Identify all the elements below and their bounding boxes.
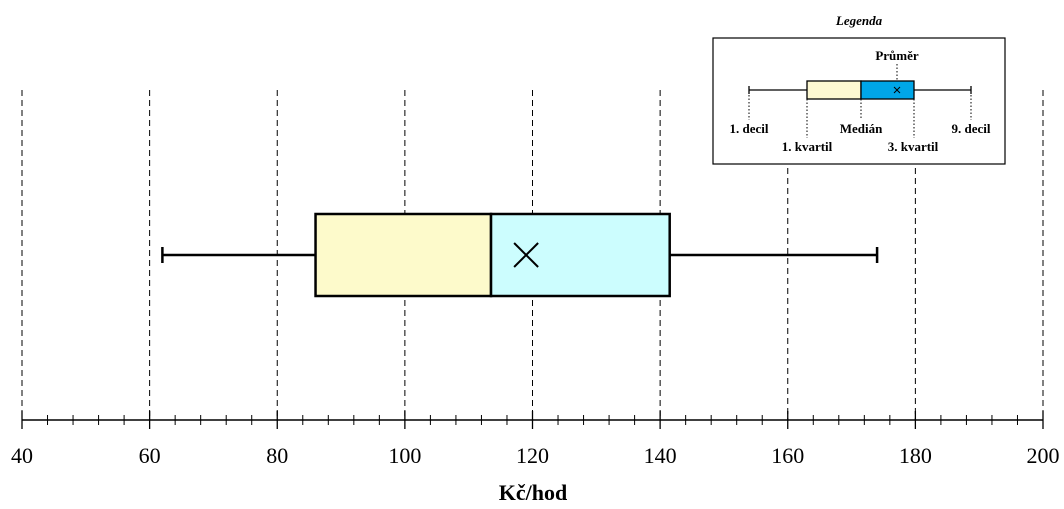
x-tick-labels: 40 60 80 100 120 140 160 180 200 xyxy=(11,443,1060,468)
x-tick-label: 180 xyxy=(899,443,932,468)
x-tick-label: 160 xyxy=(771,443,804,468)
legend-upper-box xyxy=(860,80,915,100)
legend: Legenda Průměr 1. decil Medián 9. decil … xyxy=(712,13,1006,165)
legend-label-decile-1: 1. decil xyxy=(730,121,769,136)
legend-label-quartile-3: 3. kvartil xyxy=(888,139,939,154)
legend-label-decile-9: 9. decil xyxy=(952,121,991,136)
legend-frame xyxy=(712,37,1006,165)
legend-mean-marker xyxy=(893,86,901,94)
legend-box-glyph xyxy=(748,64,972,138)
mean-marker xyxy=(513,242,539,268)
x-tick-label: 100 xyxy=(388,443,421,468)
legend-lower-box xyxy=(806,80,862,100)
legend-title: Legenda xyxy=(835,13,883,28)
legend-label-median: Medián xyxy=(840,121,883,136)
x-tick-label: 140 xyxy=(644,443,677,468)
x-axis xyxy=(21,411,1044,429)
x-tick-label: 60 xyxy=(139,443,161,468)
x-axis-title: Kč/hod xyxy=(499,480,567,505)
upper-box xyxy=(489,212,671,298)
lower-box xyxy=(314,212,493,298)
x-tick-label: 120 xyxy=(516,443,549,468)
x-tick-label: 200 xyxy=(1027,443,1060,468)
legend-label-mean: Průměr xyxy=(875,48,919,63)
x-tick-label: 80 xyxy=(266,443,288,468)
legend-label-quartile-1: 1. kvartil xyxy=(782,139,833,154)
x-tick-label: 40 xyxy=(11,443,33,468)
boxplot xyxy=(161,212,879,298)
